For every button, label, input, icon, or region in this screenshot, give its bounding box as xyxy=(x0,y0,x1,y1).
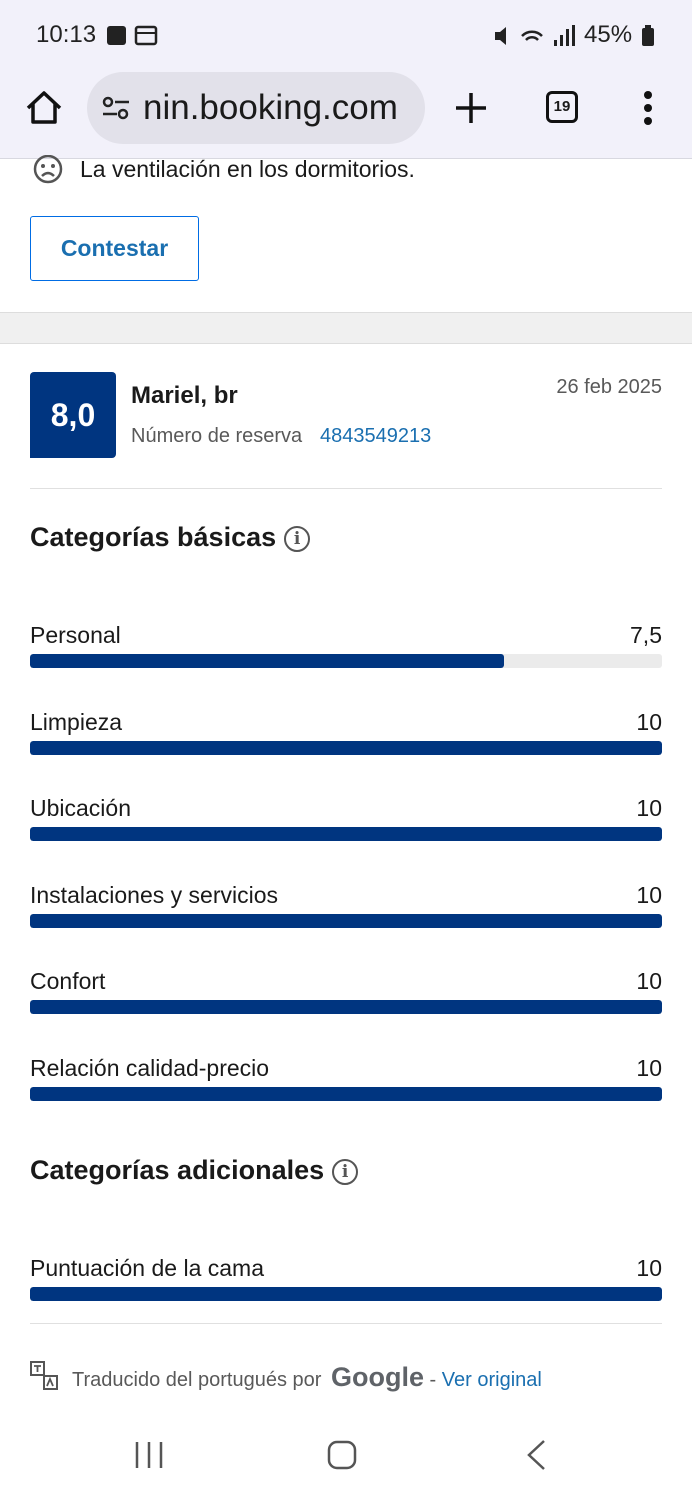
score-bar xyxy=(30,913,662,928)
category-label: Limpieza xyxy=(30,708,123,735)
view-original-link[interactable]: Ver original xyxy=(441,1369,542,1391)
score-track xyxy=(30,654,662,668)
category-label: Puntuación de la cama xyxy=(30,1255,264,1281)
category-label: Instalaciones y servicios xyxy=(30,881,278,908)
home-button[interactable] xyxy=(24,88,64,128)
translation-note: Traducido del portugués por xyxy=(72,1369,322,1391)
category-label: Confort xyxy=(30,968,106,995)
category-score: 10 xyxy=(636,1055,662,1081)
score-bar xyxy=(30,1287,662,1301)
new-tab-button[interactable] xyxy=(454,91,488,125)
url-text: nin.booking.com xyxy=(143,88,398,127)
navigation-bar xyxy=(135,1440,545,1470)
category-score: 10 xyxy=(636,795,662,822)
reply-button[interactable]: Contestar xyxy=(30,216,199,281)
reservation-label: Número de reserva xyxy=(131,425,303,447)
score-track xyxy=(30,827,662,842)
score-bar xyxy=(30,1087,662,1101)
separator xyxy=(0,312,692,344)
review-date: 26 feb 2025 xyxy=(556,376,662,398)
score-bar xyxy=(30,827,662,842)
score-bar xyxy=(30,740,662,755)
url-bar[interactable] xyxy=(87,72,425,144)
score-track xyxy=(30,740,662,755)
translate-icon xyxy=(30,1361,58,1390)
tab-count[interactable]: 19 xyxy=(546,91,578,123)
provider: Google xyxy=(330,1362,424,1392)
score-bar xyxy=(30,654,504,668)
negative-comment: La ventilación en los dormitorios. xyxy=(80,156,415,182)
divider xyxy=(30,1323,662,1324)
site-settings-icon[interactable] xyxy=(102,96,130,122)
status-battery: 45% xyxy=(584,21,633,48)
sad-face-icon xyxy=(33,155,63,184)
score-track xyxy=(30,1087,662,1101)
score-track xyxy=(30,1000,662,1015)
category-score: 10 xyxy=(636,708,662,735)
score-badge: 8,0 xyxy=(30,372,116,458)
section-title: Categorías básicas i xyxy=(30,522,311,553)
category-score: 10 xyxy=(636,881,662,908)
divider xyxy=(30,488,662,489)
section-title-text: Categorías básicas xyxy=(30,522,277,552)
status-right-icons xyxy=(495,25,575,46)
category-label: Personal xyxy=(30,622,121,648)
score-track xyxy=(30,1287,662,1301)
section-title: Categorías adicionales i xyxy=(30,1155,359,1186)
status-time: 10:13 xyxy=(36,21,97,48)
category-label: Ubicación xyxy=(30,795,131,822)
category-score: 10 xyxy=(636,968,662,995)
status-icons xyxy=(107,25,158,46)
translation-text: Traducido del portugués por Google - Ver… xyxy=(72,1362,542,1393)
category-score: 10 xyxy=(636,1255,662,1281)
score-bar xyxy=(30,1000,662,1015)
reservation-number[interactable]: 4843549213 xyxy=(320,425,432,447)
category-label: Relación calidad-precio xyxy=(30,1055,270,1081)
info-icon[interactable]: i xyxy=(284,525,311,552)
score-track xyxy=(30,913,662,928)
battery-icon xyxy=(642,25,654,46)
separator-text: - xyxy=(429,1369,437,1391)
guest-name: Mariel, br xyxy=(131,382,238,409)
menu-button[interactable] xyxy=(640,90,656,126)
category-score: 7,5 xyxy=(630,622,662,648)
section-title-text: Categorías adicionales xyxy=(30,1155,325,1185)
info-icon[interactable]: i xyxy=(332,1158,359,1185)
